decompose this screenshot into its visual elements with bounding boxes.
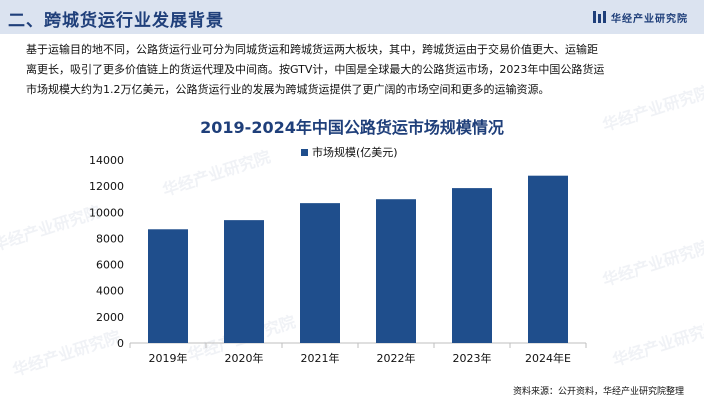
x-tick-label: 2020年: [225, 351, 264, 365]
y-tick-label: 4000: [96, 285, 124, 298]
intro-line: 离更长，吸引了更多价值链上的货运代理及中间商。按GTV计，中国是全球最大的公路货…: [26, 63, 605, 76]
bar: [300, 203, 340, 343]
bar: [148, 229, 188, 343]
x-tick-label: 2021年: [301, 351, 340, 365]
x-tick-label: 2019年: [149, 351, 188, 365]
y-tick-label: 10000: [89, 206, 124, 219]
y-tick-label: 12000: [89, 180, 124, 193]
x-tick-label: 2024年E: [525, 351, 571, 365]
header-bar: 二、跨城货运行业发展背景 华经产业研究院: [0, 0, 704, 34]
x-tick-label: 2023年: [453, 351, 492, 365]
bar: [528, 175, 568, 343]
chart-title: 2019-2024年中国公路货运市场规模情况: [200, 118, 504, 137]
y-tick-label: 8000: [96, 232, 124, 245]
chart-legend: 市场规模(亿美元): [301, 144, 398, 160]
brand-name: 华经产业研究院: [611, 13, 688, 25]
legend-label: 市场规模(亿美元): [312, 146, 398, 159]
source-note: 资料来源：公开资料，华经产业研究院整理: [512, 387, 684, 397]
y-tick-label: 0: [117, 337, 124, 350]
section-title: 二、跨城货运行业发展背景: [8, 11, 224, 31]
intro-line: 基于运输目的地不同，公路货运行业可分为同城货运和跨城货运两大板块，其中，跨城货运…: [26, 43, 598, 56]
bar: [452, 188, 492, 343]
bar: [224, 220, 264, 343]
legend-swatch: [301, 148, 308, 156]
bar: [376, 199, 416, 343]
intro-line: 市场规模大约为1.2万亿美元，公路货运行业的发展为跨城货运提供了更广阔的市场空间…: [26, 83, 550, 96]
y-tick-label: 2000: [96, 311, 124, 324]
y-tick-label: 6000: [96, 259, 124, 272]
brand-logo-icon: [593, 11, 606, 23]
y-tick-label: 14000: [89, 154, 124, 167]
brand: 华经产业研究院: [593, 9, 688, 25]
intro-paragraph: 基于运输目的地不同，公路货运行业可分为同城货运和跨城货运两大板块，其中，跨城货运…: [26, 40, 690, 100]
x-tick-label: 2022年: [377, 351, 416, 365]
